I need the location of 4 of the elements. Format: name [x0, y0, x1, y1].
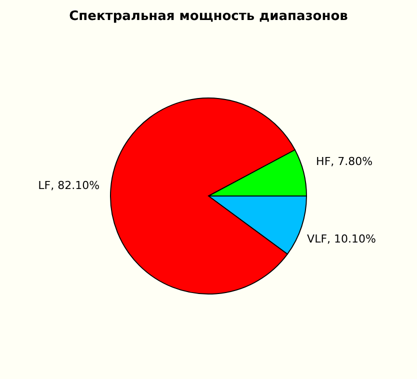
- slice-label: HF, 7.80%: [316, 155, 373, 168]
- chart-title: Спектральная мощность диапазонов: [69, 9, 348, 24]
- slice-label: LF, 82.10%: [38, 178, 100, 192]
- slice-label: VLF, 10.10%: [307, 232, 376, 246]
